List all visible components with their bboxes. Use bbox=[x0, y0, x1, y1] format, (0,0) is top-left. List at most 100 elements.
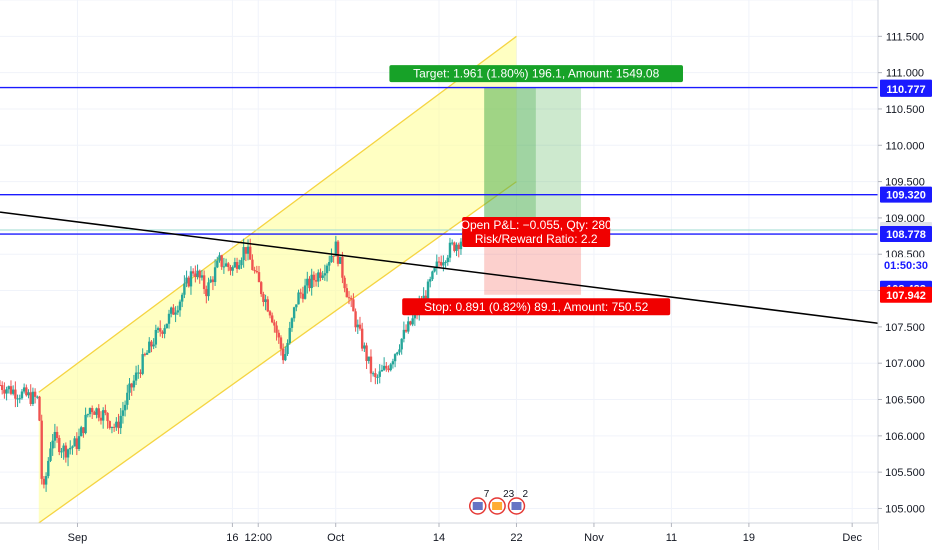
trendline[interactable] bbox=[0, 211, 879, 324]
candle-body bbox=[172, 307, 175, 315]
candle-body bbox=[435, 261, 439, 268]
candle-body bbox=[95, 408, 98, 415]
candle-body bbox=[343, 277, 346, 289]
candle-body bbox=[170, 307, 173, 314]
price-tag[interactable] bbox=[880, 286, 932, 303]
price-tick-label: 105.500 bbox=[885, 467, 925, 479]
candle-body bbox=[198, 270, 201, 278]
candle-body bbox=[16, 398, 19, 400]
candle-body bbox=[299, 292, 302, 294]
price-tick-label: 110.500 bbox=[886, 104, 925, 116]
price-tag[interactable] bbox=[880, 80, 932, 97]
black-trendline[interactable] bbox=[0, 211, 879, 324]
candle-body bbox=[407, 321, 410, 332]
candle-body bbox=[279, 337, 283, 349]
channel-upper-line[interactable] bbox=[38, 35, 517, 393]
candle-body bbox=[165, 323, 169, 329]
candle-body bbox=[229, 267, 232, 271]
candle-body bbox=[275, 325, 278, 333]
candle-body bbox=[5, 389, 8, 394]
price-tag[interactable] bbox=[880, 226, 932, 243]
price-tag-label: 01:50:30 bbox=[884, 260, 928, 272]
event-icon[interactable]: 2 bbox=[507, 489, 528, 515]
target-label-box bbox=[389, 65, 683, 83]
candle-body bbox=[444, 262, 447, 264]
economic-event-icons[interactable]: 7 23 2 bbox=[468, 489, 529, 515]
candle-body bbox=[426, 281, 430, 302]
candle-body bbox=[277, 332, 280, 338]
price-tick-label: 111.500 bbox=[886, 31, 924, 43]
candle-body bbox=[106, 412, 109, 422]
price-tick-label: 107.000 bbox=[885, 358, 925, 370]
candle-body bbox=[49, 448, 52, 461]
candle-body bbox=[356, 324, 359, 328]
candle-body bbox=[60, 451, 63, 453]
candle-body bbox=[128, 383, 131, 393]
candle-body bbox=[207, 282, 210, 297]
candle-body bbox=[446, 257, 449, 263]
candle-body bbox=[411, 318, 414, 325]
horizontal-lines[interactable] bbox=[0, 86, 878, 235]
candle-body bbox=[196, 270, 199, 278]
candle-body bbox=[235, 262, 239, 269]
candle-body bbox=[93, 412, 96, 415]
candle-body bbox=[260, 282, 263, 295]
candle-body bbox=[303, 285, 307, 299]
candle-body bbox=[301, 293, 305, 299]
candle-body bbox=[141, 354, 144, 374]
candle-body bbox=[25, 387, 28, 396]
candle-body bbox=[224, 263, 228, 267]
candle-body bbox=[82, 427, 85, 434]
candle-body bbox=[354, 311, 357, 328]
candle-body bbox=[90, 408, 94, 413]
price-tick-label: 109.000 bbox=[885, 213, 925, 225]
candle-body bbox=[369, 356, 373, 374]
candle-body bbox=[367, 356, 370, 361]
price-tick-label: 109.500 bbox=[885, 177, 925, 189]
price-tag[interactable] bbox=[880, 186, 932, 203]
candle-body bbox=[455, 244, 458, 251]
long-position-tool[interactable] bbox=[484, 87, 582, 295]
candlestick-series bbox=[0, 224, 474, 492]
candle-body bbox=[378, 371, 381, 377]
candle-body bbox=[143, 354, 147, 356]
time-tick-label: 11 bbox=[666, 532, 677, 544]
candle-body bbox=[429, 279, 432, 282]
event-count: 2 bbox=[522, 489, 528, 500]
parallel-channel[interactable] bbox=[38, 35, 517, 524]
candle-body bbox=[319, 272, 322, 278]
candle-body bbox=[308, 278, 311, 289]
candle-body bbox=[358, 324, 362, 329]
candle-body bbox=[431, 271, 434, 280]
candle-body bbox=[249, 246, 252, 260]
candle-body bbox=[154, 329, 158, 345]
candle-body bbox=[69, 447, 72, 450]
candle-body bbox=[3, 390, 6, 394]
candle-body bbox=[242, 247, 245, 261]
price-axis[interactable]: 105.000 105.500 106.000 106.500 107.000 107.5… bbox=[877, 0, 932, 550]
profit-zone[interactable] bbox=[484, 87, 582, 231]
candle-body bbox=[75, 438, 79, 449]
flag-icon-fill bbox=[472, 502, 483, 510]
candle-body bbox=[255, 271, 259, 273]
price-tick-label: 110.000 bbox=[886, 140, 925, 152]
price-tick-label: 106.500 bbox=[885, 395, 925, 407]
candle-body bbox=[310, 274, 313, 289]
candle-body bbox=[101, 410, 105, 421]
candle-body bbox=[240, 260, 243, 266]
candle-body bbox=[345, 288, 349, 298]
event-icon[interactable]: 7 bbox=[468, 489, 490, 515]
price-tag[interactable] bbox=[880, 257, 932, 274]
candle-body bbox=[33, 391, 37, 397]
time-axis[interactable]: Sep 16 12:00 Oct 14 22 Nov 11 19 Dec bbox=[0, 522, 878, 550]
time-tick-label: 12:00 bbox=[244, 532, 272, 544]
channel-lower-line[interactable] bbox=[38, 181, 517, 524]
candle-body bbox=[281, 348, 285, 361]
candle-body bbox=[218, 255, 221, 261]
candle-body bbox=[334, 241, 338, 257]
candle-body bbox=[297, 292, 300, 305]
candle-body bbox=[139, 372, 142, 374]
candle-body bbox=[80, 427, 83, 437]
event-icon[interactable]: 23 bbox=[488, 489, 515, 515]
